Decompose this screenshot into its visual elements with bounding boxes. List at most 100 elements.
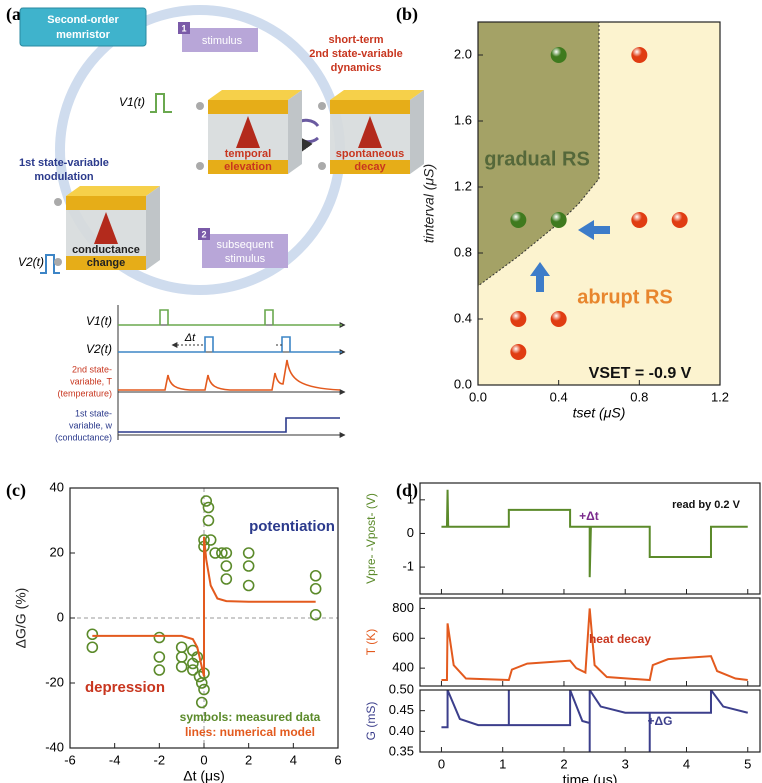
point <box>631 47 647 63</box>
annotation: depression <box>85 679 165 696</box>
x-tick-label: 0.4 <box>550 389 568 404</box>
y-axis-label: Vpre- -Vpost- (V) <box>364 493 378 584</box>
terminal <box>196 102 204 110</box>
point <box>510 344 526 360</box>
y-tick-label: 800 <box>392 600 414 615</box>
x-tick-label: 5 <box>744 756 751 771</box>
slab <box>330 100 410 114</box>
waveform <box>118 360 340 390</box>
y-tick-label: 0.35 <box>389 743 414 758</box>
terminal <box>54 258 62 266</box>
device-label: spontaneous <box>336 148 404 160</box>
y-axis-label: G (mS) <box>364 702 378 741</box>
point <box>631 212 647 228</box>
slab-top <box>330 90 424 100</box>
annotation: dynamics <box>331 62 382 74</box>
legend-entry: symbols: measured data <box>180 710 321 724</box>
terminal <box>54 198 62 206</box>
input-label: V2(t) <box>18 255 44 269</box>
signal-label: 1st state- <box>75 408 112 418</box>
signal-label: V1(t) <box>86 314 112 328</box>
y-tick-label: 20 <box>50 544 64 559</box>
x-tick-label: 4 <box>290 752 297 767</box>
side <box>410 90 424 174</box>
signal-label: V2(t) <box>86 342 112 356</box>
annotation: 2nd state-variable <box>309 48 403 60</box>
device-label: decay <box>354 161 386 173</box>
point <box>672 212 688 228</box>
stimulus-label: stimulus <box>225 253 266 265</box>
y-tick-label: 0.4 <box>454 310 472 325</box>
signal-label: variable, T <box>70 376 112 386</box>
x-tick-label: 0.8 <box>630 389 648 404</box>
figure: (a) Second-order memristor 1 stimulus 2 … <box>0 0 762 783</box>
x-tick-label: 6 <box>334 752 341 767</box>
x-tick-label: 1.2 <box>711 389 729 404</box>
y-tick-label: -20 <box>45 674 64 689</box>
x-tick-label: 2 <box>245 752 252 767</box>
y-axis-label: tinterval (μS) <box>421 164 437 243</box>
annotation: abrupt RS <box>577 286 673 308</box>
annotation: +ΔG <box>648 714 673 728</box>
slab <box>66 196 146 210</box>
panel-label: (c) <box>6 480 26 501</box>
panel-label: (b) <box>396 4 418 25</box>
signal-label: (temperature) <box>57 388 112 398</box>
x-tick-label: -6 <box>64 752 76 767</box>
y-tick-label: 2.0 <box>454 46 472 61</box>
annotation: VSET = -0.9 V <box>589 365 692 382</box>
annotation: gradual RS <box>484 148 590 170</box>
annotation: potentiation <box>249 518 335 535</box>
stimulus-label: stimulus <box>202 35 243 47</box>
x-tick-label: 0 <box>438 756 445 771</box>
side <box>146 186 160 270</box>
annotation: short-term <box>328 34 383 46</box>
x-tick-label: 0.0 <box>469 389 487 404</box>
point <box>551 212 567 228</box>
x-tick-label: 0 <box>200 752 207 767</box>
delta-label: Δt <box>184 332 196 344</box>
title: memristor <box>56 29 111 41</box>
annotation: 1st state-variable <box>19 157 109 169</box>
x-axis-label: time (μs) <box>563 772 618 783</box>
x-axis-label: tset (μS) <box>573 405 626 421</box>
x-tick-label: -4 <box>109 752 121 767</box>
point <box>510 212 526 228</box>
device-label: change <box>87 257 126 269</box>
legend-entry: lines: numerical model <box>185 725 315 739</box>
y-tick-label: 0 <box>407 525 414 540</box>
slab-top <box>66 186 160 196</box>
title: Second-order <box>47 14 119 26</box>
y-tick-label: 1.2 <box>454 178 472 193</box>
y-tick-label: 400 <box>392 660 414 675</box>
y-tick-label: -40 <box>45 739 64 754</box>
terminal <box>318 162 326 170</box>
y-tick-label: -1 <box>402 559 414 574</box>
stimulus-label: subsequent <box>217 239 274 251</box>
x-axis-label: Δt (μs) <box>183 768 225 783</box>
y-tick-label: 0.8 <box>454 244 472 259</box>
x-tick-label: 3 <box>622 756 629 771</box>
x-tick-label: 2 <box>560 756 567 771</box>
waveform <box>118 418 340 432</box>
y-axis-label: T (K) <box>364 629 378 655</box>
device-label: temporal <box>225 148 271 160</box>
number: 2 <box>201 229 206 239</box>
y-axis-label: ΔG/G (%) <box>13 588 29 649</box>
device-label: elevation <box>224 161 272 173</box>
slab-top <box>208 90 302 100</box>
y-tick-label: 600 <box>392 630 414 645</box>
y-tick-label: 0.45 <box>389 702 414 717</box>
side <box>288 90 302 174</box>
diagram: (a) Second-order memristor 1 stimulus 2 … <box>6 4 424 442</box>
waveform <box>118 310 342 325</box>
annotation: modulation <box>34 171 94 183</box>
point <box>551 47 567 63</box>
x-tick-label: 4 <box>683 756 690 771</box>
device-label: conductance <box>72 244 140 256</box>
terminal <box>196 162 204 170</box>
slab <box>208 100 288 114</box>
x-tick-label: 1 <box>499 756 506 771</box>
y-tick-label: 1 <box>407 491 414 506</box>
point <box>510 311 526 327</box>
